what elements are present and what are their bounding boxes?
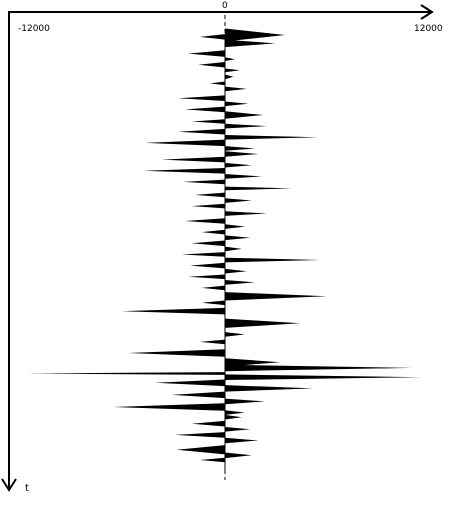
trace-spike-41 — [188, 274, 225, 280]
trace-spike-16 — [178, 128, 225, 135]
trace-spike-43 — [201, 285, 225, 291]
trace-spike-34 — [225, 235, 250, 241]
trace-spike-24 — [225, 174, 262, 179]
trace-spike-31 — [185, 218, 225, 224]
trace-spike-18 — [145, 139, 225, 147]
trace-series — [26, 28, 422, 473]
trace-spike-1 — [200, 34, 225, 40]
x-tick-label-zero: 0 — [222, 1, 228, 11]
trace-spike-37 — [181, 252, 225, 257]
x-tick-label-min: -12000 — [18, 24, 50, 34]
trace-spike-5 — [198, 62, 225, 68]
trace-spike-23 — [143, 168, 225, 174]
trace-spike-15 — [225, 123, 267, 129]
trace-spike-26 — [225, 186, 292, 191]
trace-spike-12 — [185, 106, 225, 113]
trace-spike-48 — [225, 332, 245, 337]
trace-spike-25 — [183, 179, 225, 185]
trace-spike-62 — [191, 420, 225, 427]
trace-spike-64 — [175, 432, 225, 438]
trace-spike-20 — [225, 151, 259, 157]
t-axis-label: t — [25, 483, 29, 494]
trace-spike-65 — [225, 437, 259, 444]
trace-spike-30 — [225, 211, 267, 216]
trace-spike-49 — [200, 339, 225, 345]
trace-spike-27 — [195, 192, 225, 198]
trace-spike-57 — [171, 391, 225, 399]
trace-spike-10 — [178, 95, 225, 101]
trace-spike-28 — [225, 198, 252, 203]
trace-spike-60 — [225, 410, 245, 415]
x-axis-arrowhead — [420, 4, 434, 20]
trace-spike-52 — [225, 364, 412, 372]
trace-spike-17 — [225, 135, 319, 140]
trace-spike-22 — [225, 162, 252, 168]
trace-spike-7 — [225, 74, 234, 80]
trace-spike-33 — [201, 229, 225, 235]
trace-spike-38 — [225, 257, 320, 263]
trace-spike-29 — [191, 203, 225, 209]
trace-spike-0 — [225, 28, 285, 42]
trace-spike-2 — [225, 39, 275, 48]
trace-spike-3 — [188, 50, 225, 57]
trace-spike-56 — [225, 385, 314, 392]
trace-spike-46 — [121, 307, 225, 315]
trace-spike-66 — [176, 445, 225, 455]
trace-spike-50 — [128, 349, 225, 357]
trace-spike-67 — [225, 452, 252, 459]
trace-spike-51 — [225, 358, 280, 367]
trace-spike-19 — [225, 146, 255, 151]
trace-spike-13 — [225, 111, 264, 119]
trace-spike-55 — [155, 379, 225, 387]
trace-spike-53 — [26, 372, 226, 375]
trace-spike-35 — [191, 240, 225, 247]
t-axis-arrowhead — [1, 478, 17, 492]
trace-spike-11 — [225, 101, 249, 107]
trace-spike-36 — [225, 246, 242, 252]
trace-spike-32 — [225, 224, 245, 229]
trace-spike-68 — [200, 457, 225, 463]
trace-spike-14 — [191, 119, 225, 124]
trace-spike-42 — [225, 280, 255, 285]
trace-spike-4 — [225, 57, 235, 61]
trace-spike-6 — [225, 68, 240, 73]
trace-spike-45 — [201, 300, 225, 306]
trace-spike-63 — [225, 427, 250, 432]
trace-spike-21 — [161, 156, 225, 163]
trace-spike-44 — [225, 292, 327, 301]
trace-spike-59 — [113, 403, 225, 411]
trace-spike-40 — [225, 268, 247, 274]
x-tick-label-max: 12000 — [414, 24, 443, 34]
trace-spike-58 — [225, 398, 265, 405]
trace-spike-61 — [225, 414, 242, 420]
trace-spike-54 — [225, 374, 422, 380]
trace-spike-39 — [190, 262, 225, 269]
trace-spike-8 — [210, 81, 225, 86]
trace-spike-47 — [225, 318, 300, 328]
trace-spike-9 — [225, 86, 247, 92]
